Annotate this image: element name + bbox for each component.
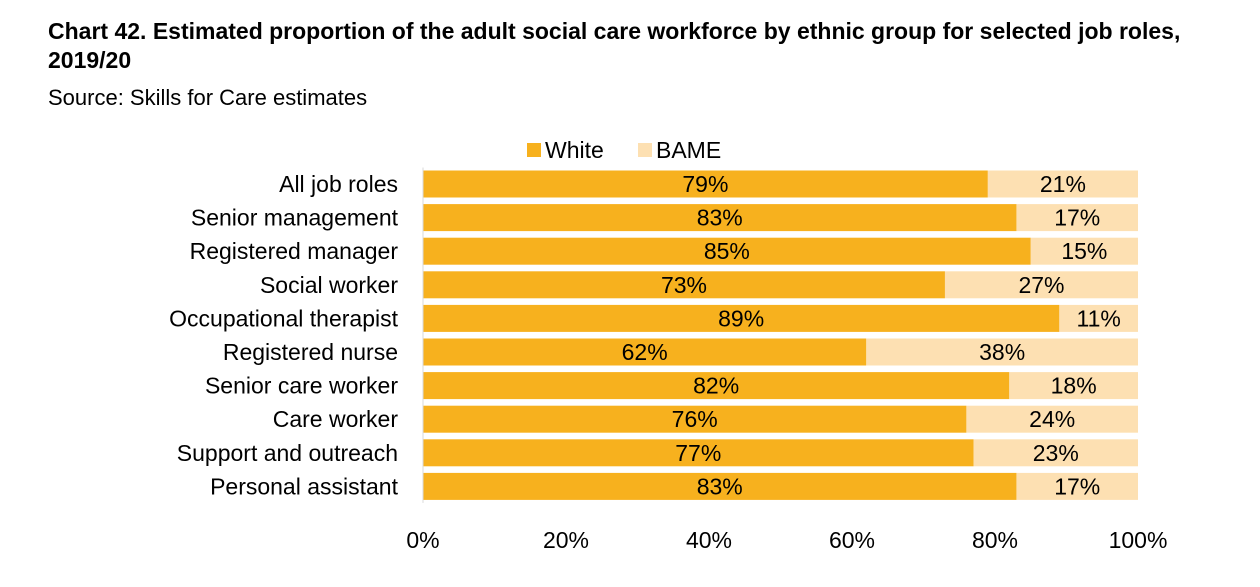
x-axis: 0% 20% 40% 60% 80% 100% (406, 167, 1168, 553)
category-label-senior-management: Senior management (191, 205, 399, 231)
bar-bame-occupational-therapist (1059, 304, 1138, 332)
data-label-white-occupational-therapist: 89% (718, 305, 764, 331)
x-tick-label: 60% (829, 527, 875, 553)
legend-label-white: White (545, 137, 604, 163)
value-labels: 79% 21% 83% 17% 85% 15% 73% 27% 89% 11% 62% 38% 82% 1… (622, 171, 1121, 499)
bar-bame-registered-manager (1030, 237, 1138, 265)
x-tick-label: 20% (543, 527, 589, 553)
category-label-personal-assistant: Personal assistant (210, 473, 399, 499)
data-label-bame-support-and-outreach: 23% (1033, 440, 1079, 466)
bar-white-registered-nurse (423, 338, 867, 366)
x-tick-label: 0% (406, 527, 439, 553)
data-label-white-registered-manager: 85% (704, 238, 750, 264)
data-label-bame-social-worker: 27% (1018, 272, 1064, 298)
bar-bame-personal-assistant (1016, 472, 1138, 500)
x-tick-label: 40% (686, 527, 732, 553)
bar-bame-registered-nurse (866, 338, 1138, 366)
bar-bame-all-job-roles (987, 170, 1138, 198)
bar-bame-care-worker (966, 405, 1138, 433)
data-label-white-support-and-outreach: 77% (675, 440, 721, 466)
data-label-bame-personal-assistant: 17% (1054, 473, 1100, 499)
data-label-bame-senior-management: 17% (1054, 205, 1100, 231)
category-label-occupational-therapist: Occupational therapist (169, 305, 398, 331)
legend: White BAME (527, 137, 721, 163)
bar-bame-senior-management (1016, 204, 1138, 232)
bar-white-occupational-therapist (423, 304, 1060, 332)
category-label-registered-nurse: Registered nurse (223, 339, 398, 365)
bar-white-senior-care-worker (423, 372, 1010, 400)
data-label-white-senior-management: 83% (697, 205, 743, 231)
bar-white-care-worker (423, 405, 967, 433)
bars (423, 170, 1138, 500)
bar-white-registered-manager (423, 237, 1031, 265)
bar-bame-senior-care-worker (1009, 372, 1138, 400)
bar-white-senior-management (423, 204, 1017, 232)
data-label-bame-care-worker: 24% (1029, 406, 1075, 432)
data-label-white-social-worker: 73% (661, 272, 707, 298)
bar-white-support-and-outreach (423, 439, 974, 467)
legend-swatch-bame (638, 143, 652, 157)
legend-label-bame: BAME (656, 137, 721, 163)
data-label-white-care-worker: 76% (672, 406, 718, 432)
category-label-care-worker: Care worker (273, 406, 399, 432)
bar-white-social-worker (423, 271, 945, 299)
chart-title: Chart 42. Estimated proportion of the ad… (48, 18, 1181, 73)
bar-white-personal-assistant (423, 472, 1017, 500)
category-label-support-and-outreach: Support and outreach (177, 440, 398, 466)
data-label-bame-registered-nurse: 38% (979, 339, 1025, 365)
data-label-white-registered-nurse: 62% (622, 339, 668, 365)
category-label-social-worker: Social worker (260, 272, 398, 298)
category-labels: All job roles Senior management Registered… (169, 171, 398, 499)
data-label-bame-all-job-roles: 21% (1040, 171, 1086, 197)
data-label-white-all-job-roles: 79% (682, 171, 728, 197)
data-label-white-personal-assistant: 83% (697, 473, 743, 499)
bar-bame-social-worker (944, 271, 1138, 299)
data-label-bame-senior-care-worker: 18% (1051, 373, 1097, 399)
chart-subtitle: Source: Skills for Care estimates (48, 85, 368, 110)
bar-white-all-job-roles (423, 170, 988, 198)
data-label-bame-registered-manager: 15% (1061, 238, 1107, 264)
data-label-white-senior-care-worker: 82% (693, 373, 739, 399)
data-label-bame-occupational-therapist: 11% (1077, 305, 1121, 331)
legend-swatch-white (527, 143, 541, 157)
x-tick-label: 100% (1109, 527, 1168, 553)
bar-bame-support-and-outreach (973, 439, 1138, 467)
x-tick-label: 80% (972, 527, 1018, 553)
category-label-all-job-roles: All job roles (279, 171, 398, 197)
category-label-senior-care-worker: Senior care worker (205, 373, 398, 399)
category-label-registered-manager: Registered manager (190, 238, 399, 264)
